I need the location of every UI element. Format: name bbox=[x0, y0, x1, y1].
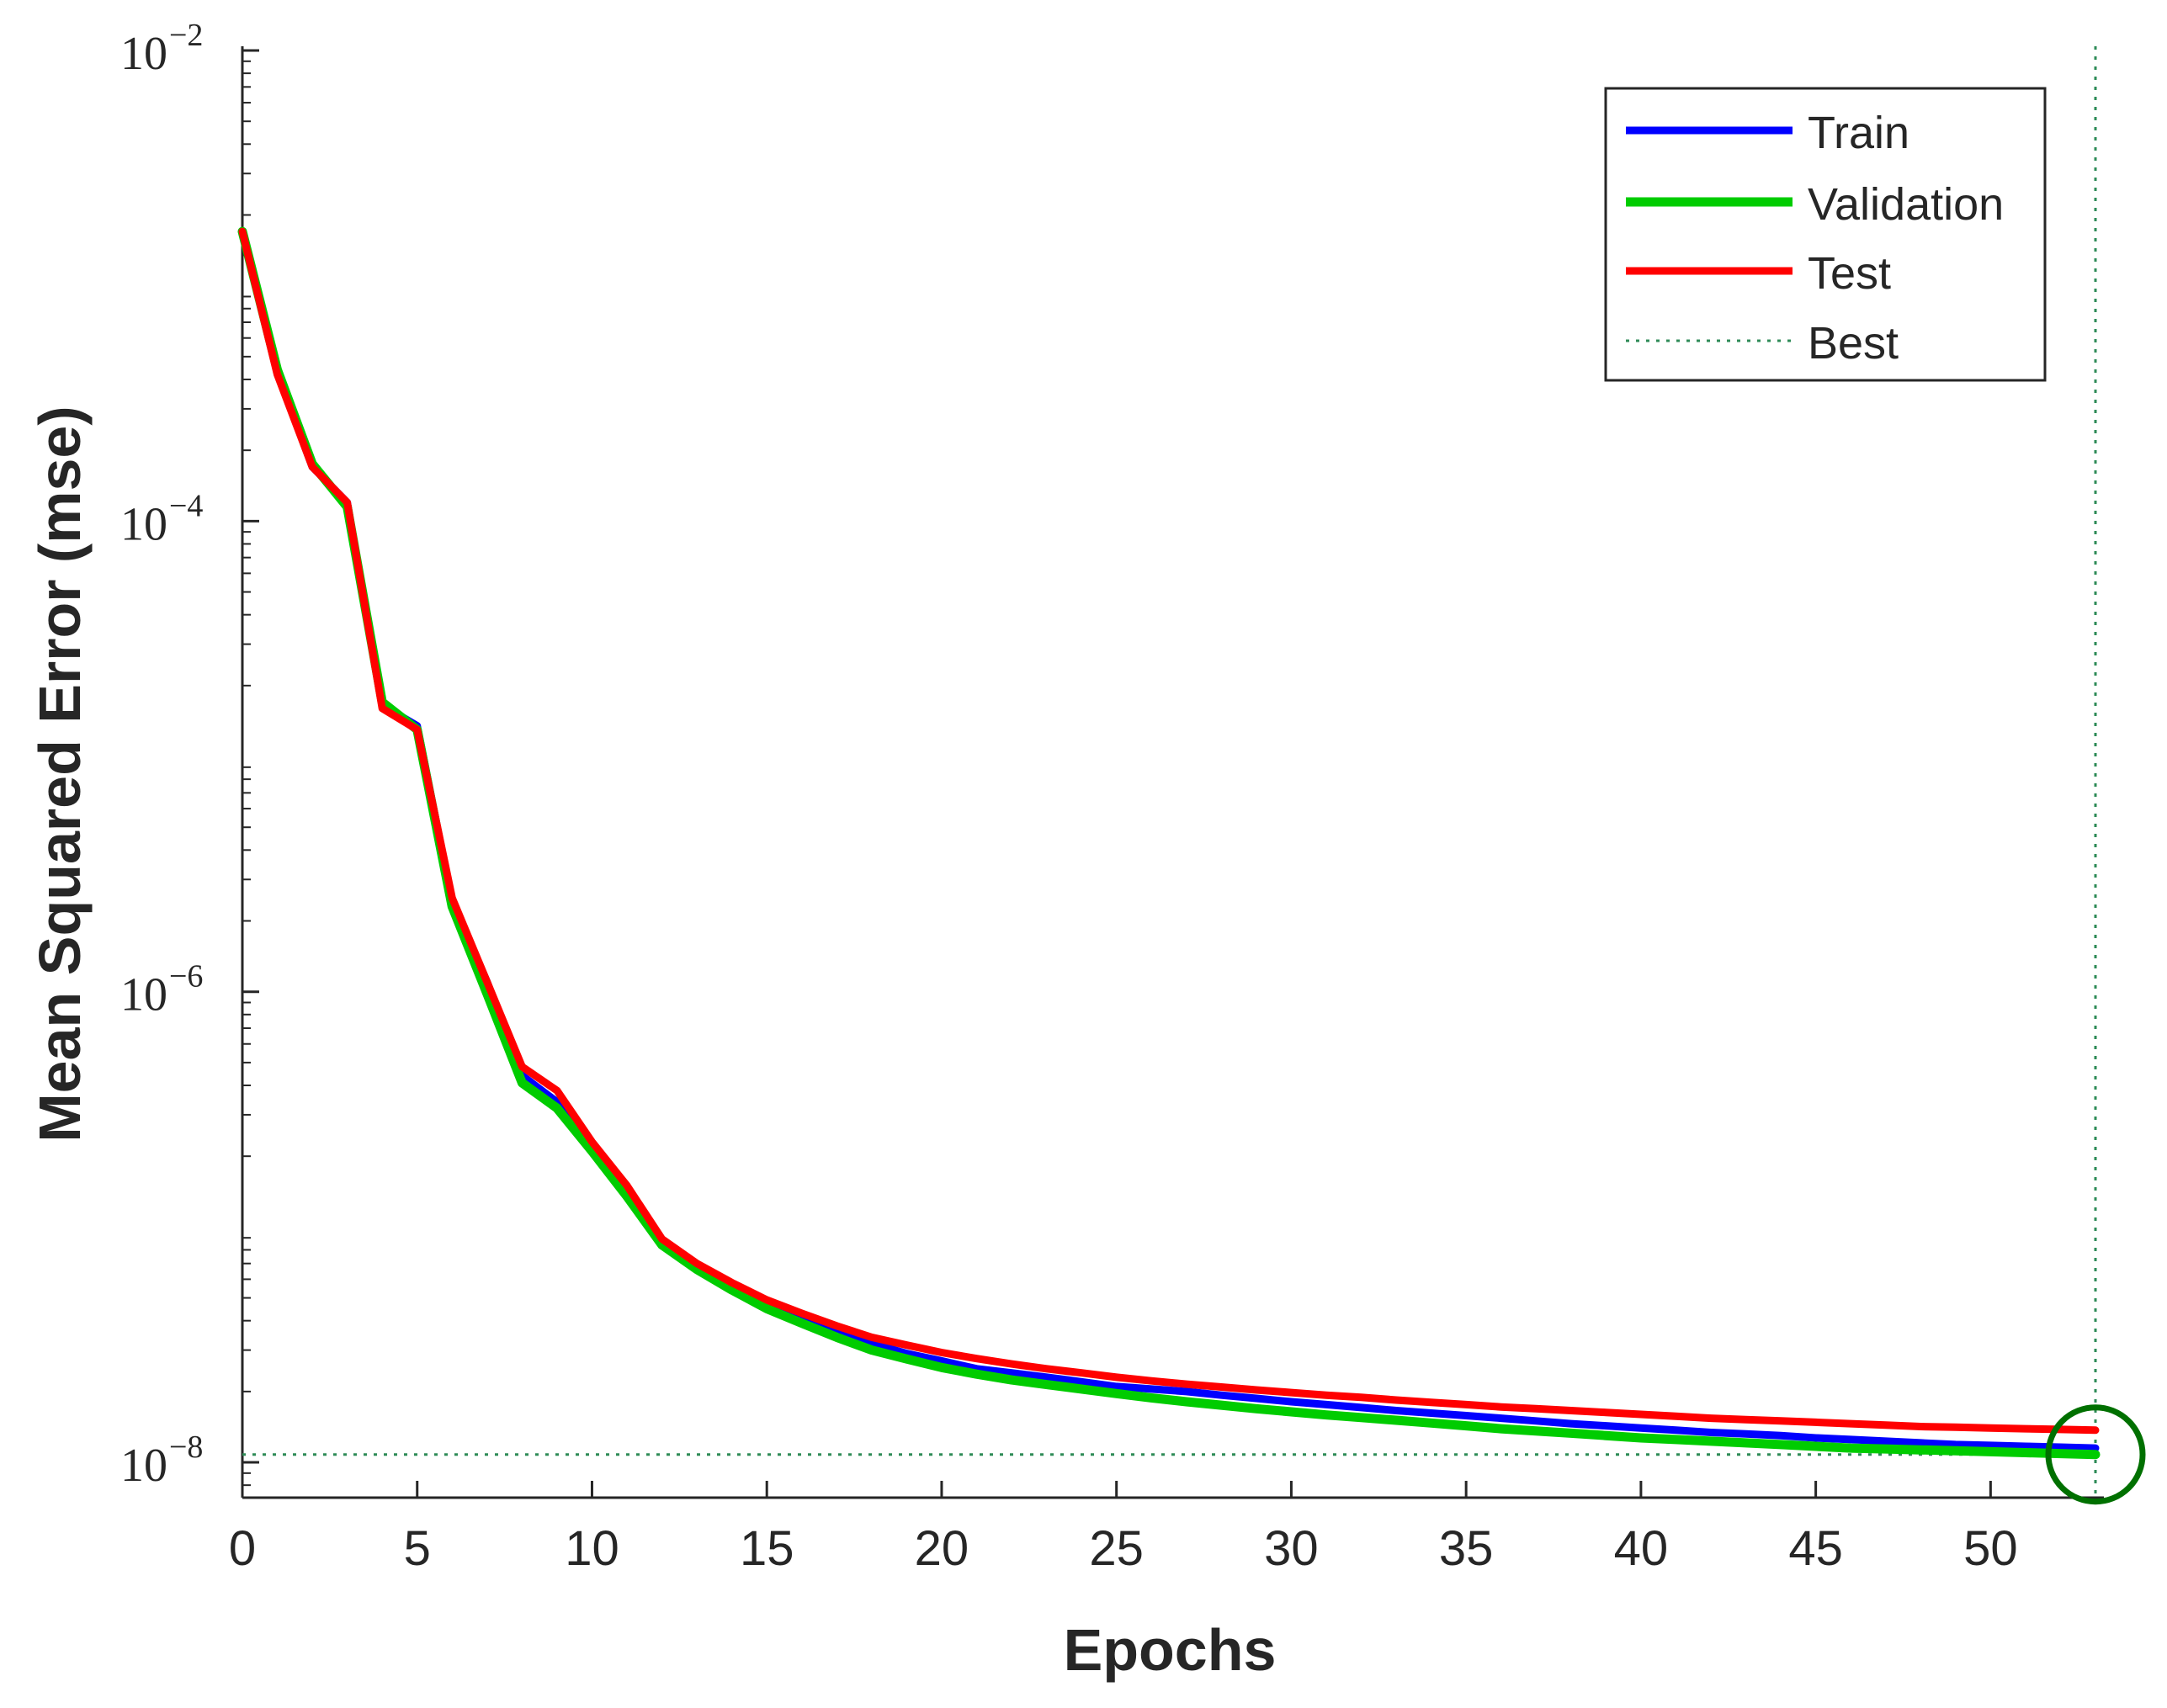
legend-label-validation: Validation bbox=[1808, 179, 2004, 230]
best-epoch-marker bbox=[2045, 1404, 2146, 1505]
y-tick-label: 10−4 bbox=[120, 488, 203, 550]
legend-label-train: Train bbox=[1808, 108, 1909, 158]
x-tick-label: 15 bbox=[740, 1521, 794, 1576]
y-ticks: 10−2 10−4 10−6 10−8 bbox=[120, 18, 259, 1492]
y-minor-ticks bbox=[242, 60, 251, 1487]
x-ticks: 0 5 10 15 20 25 30 35 40 45 50 bbox=[229, 1481, 2018, 1576]
x-tick-label: 25 bbox=[1089, 1521, 1144, 1576]
x-tick-label: 30 bbox=[1264, 1521, 1319, 1576]
x-tick-label: 10 bbox=[565, 1521, 619, 1576]
y-tick-label: 10−2 bbox=[120, 18, 203, 80]
x-tick-label: 35 bbox=[1439, 1521, 1494, 1576]
series-line-train bbox=[238, 227, 2100, 1452]
series-line-test bbox=[238, 227, 2100, 1435]
legend-box bbox=[1604, 87, 2047, 382]
legend: Train Validation Test Best bbox=[1604, 87, 2047, 382]
legend-label-best: Best bbox=[1808, 318, 1899, 369]
y-tick-label: 10−8 bbox=[120, 1430, 203, 1492]
y-tick-label: 10−6 bbox=[120, 959, 203, 1021]
series-line-validation bbox=[237, 226, 2101, 1460]
y-axis-title: Mean Squared Error (mse) bbox=[27, 406, 93, 1142]
x-tick-label: 20 bbox=[915, 1521, 969, 1576]
x-axis-title: Epochs bbox=[1064, 1617, 1277, 1683]
x-tick-label: 45 bbox=[1788, 1521, 1843, 1576]
x-tick-label: 50 bbox=[1963, 1521, 2018, 1576]
legend-label-test: Test bbox=[1808, 248, 1891, 299]
x-tick-label: 40 bbox=[1614, 1521, 1669, 1576]
x-tick-label: 5 bbox=[404, 1521, 431, 1576]
x-tick-label: 0 bbox=[229, 1521, 256, 1576]
